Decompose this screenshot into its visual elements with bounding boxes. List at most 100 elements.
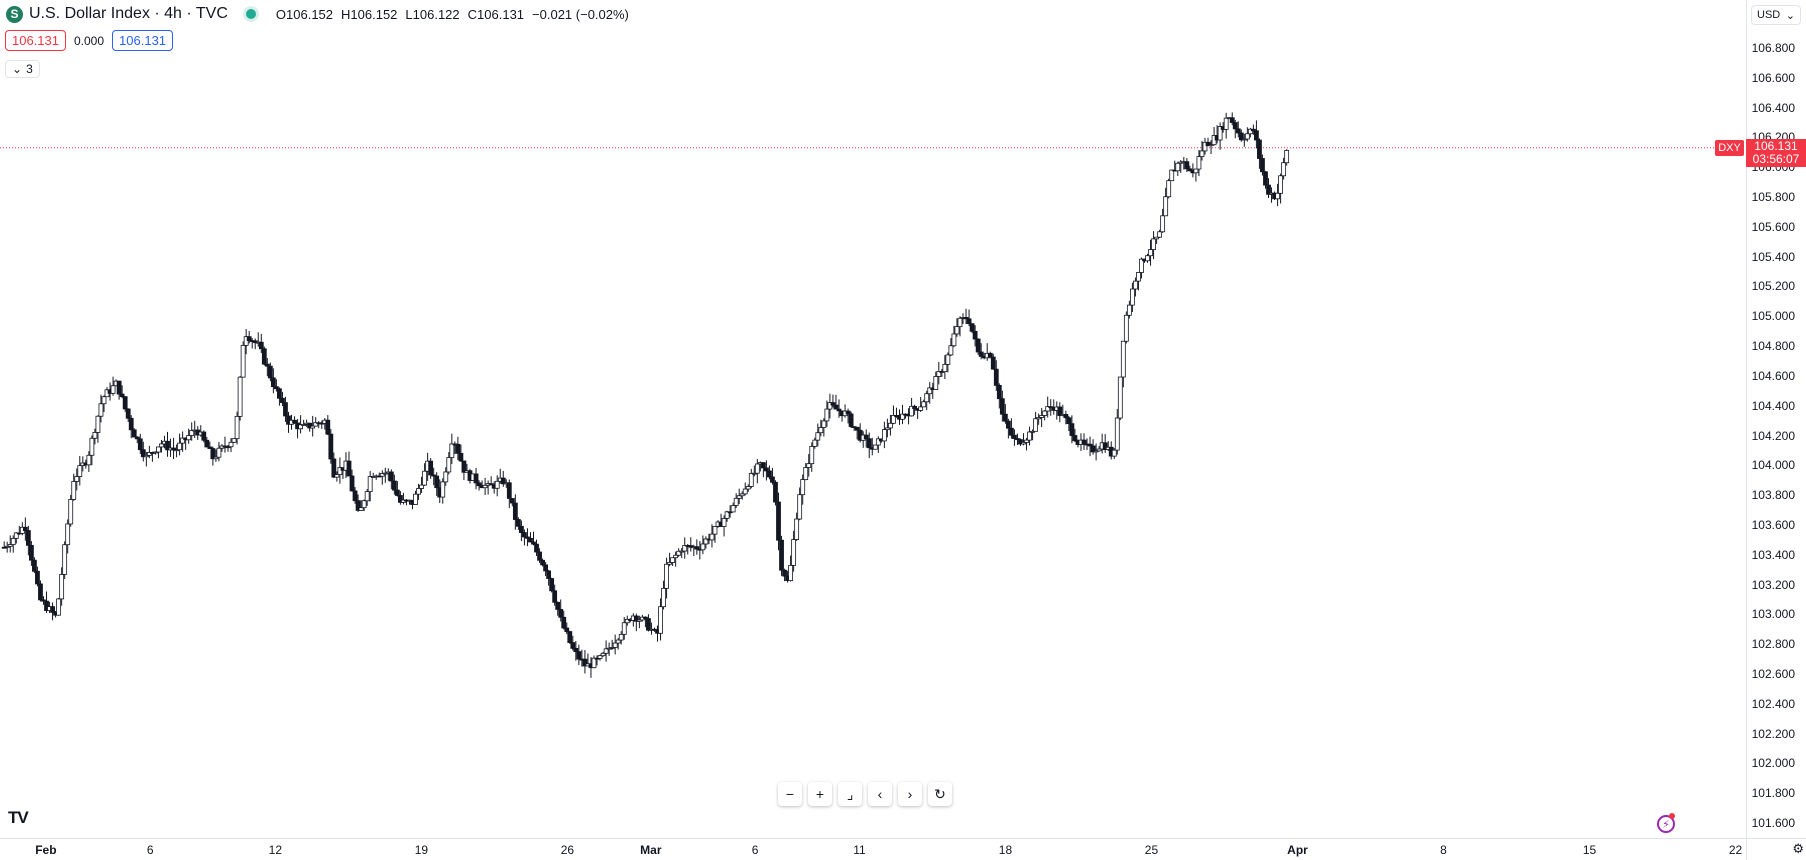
candle-up bbox=[68, 499, 74, 525]
candle-up bbox=[89, 437, 95, 456]
price-axis-label: 106.800 bbox=[1751, 41, 1795, 55]
candle-up bbox=[806, 463, 812, 468]
candle-up bbox=[156, 446, 161, 453]
candle-down bbox=[525, 536, 530, 539]
tradingview-logo-icon[interactable]: TV bbox=[8, 808, 29, 827]
close-label: C bbox=[467, 6, 478, 22]
candle-up bbox=[364, 491, 370, 502]
candle-down bbox=[140, 449, 146, 458]
candle-up bbox=[888, 422, 893, 429]
candle-up bbox=[664, 563, 669, 589]
candle-down bbox=[543, 564, 548, 572]
candle-up bbox=[703, 538, 709, 545]
candle-up bbox=[679, 550, 685, 553]
candle-up bbox=[382, 472, 388, 475]
candle-down bbox=[537, 551, 542, 561]
candle-down bbox=[522, 532, 527, 538]
candle-down bbox=[863, 434, 869, 440]
currency-selector[interactable]: USD ⌄ bbox=[1751, 5, 1801, 25]
candle-up bbox=[636, 619, 642, 622]
candle-up bbox=[748, 473, 754, 487]
candle-down bbox=[573, 647, 579, 653]
candle-up bbox=[700, 543, 706, 551]
candle-up bbox=[159, 443, 164, 448]
price-axis-label: 104.000 bbox=[1751, 458, 1795, 473]
candle-up bbox=[954, 326, 960, 335]
price-axis-label: 105.800 bbox=[1751, 190, 1795, 205]
candle-up bbox=[612, 642, 618, 648]
candle-down bbox=[975, 338, 981, 353]
spread-value: 0.000 bbox=[74, 33, 105, 48]
zoom-out-icon[interactable]: − bbox=[778, 782, 802, 806]
candle-up bbox=[1139, 258, 1144, 273]
candle-up bbox=[1033, 418, 1039, 432]
price-axis-label: 104.200 bbox=[1751, 428, 1795, 443]
lightning-icon[interactable]: ⚡ bbox=[1657, 815, 1675, 833]
candle-up bbox=[615, 639, 621, 644]
time-axis[interactable]: Feb 6 12 19 26 Mar 6 11 18 25 Apr 8 15 22 bbox=[0, 838, 1746, 860]
candle-down bbox=[963, 317, 969, 320]
candle-down bbox=[264, 363, 270, 367]
price-axis-label: 105.400 bbox=[1751, 249, 1795, 264]
candle-up bbox=[658, 606, 663, 634]
zoom-in-icon[interactable]: + bbox=[808, 782, 832, 806]
price-axis[interactable]: 106.800 106.600 106.400 106.200 106.000 105.8… bbox=[1746, 0, 1806, 838]
candle-up bbox=[803, 467, 809, 480]
candle-down bbox=[767, 470, 772, 478]
candle-down bbox=[1229, 117, 1235, 123]
candle-down bbox=[22, 526, 28, 531]
candle-up bbox=[298, 424, 303, 430]
price-axis-label: 101.600 bbox=[1751, 816, 1795, 830]
candle-up bbox=[1129, 288, 1135, 306]
candle-down bbox=[455, 443, 461, 454]
candle-up bbox=[742, 488, 748, 495]
candle-up bbox=[739, 493, 745, 497]
candle-up bbox=[797, 494, 803, 520]
price-axis-label: 106.600 bbox=[1751, 70, 1795, 85]
candle-up bbox=[942, 363, 948, 373]
symbol-title[interactable]: U.S. Dollar Index · 4h · TVC bbox=[29, 5, 228, 22]
candle-up bbox=[1096, 448, 1102, 452]
chevron-down-icon: ⌄ bbox=[12, 62, 23, 76]
candle-up bbox=[591, 657, 597, 669]
candle-down bbox=[428, 460, 434, 476]
candle-down bbox=[546, 570, 552, 579]
price-chart[interactable] bbox=[0, 0, 1746, 838]
candle-down bbox=[201, 431, 207, 441]
candle-down bbox=[969, 323, 975, 332]
candle-down bbox=[1072, 435, 1078, 442]
reset-scale-icon[interactable]: ⌟ bbox=[838, 782, 862, 806]
candle-down bbox=[50, 606, 55, 613]
candle-up bbox=[921, 401, 927, 408]
settings-icon[interactable]: ⚙ bbox=[1792, 841, 1804, 856]
symbol-logo-icon: S bbox=[6, 5, 23, 23]
buy-price-button[interactable]: 106.131 bbox=[112, 30, 174, 51]
time-axis-label: Apr bbox=[1287, 843, 1308, 857]
scroll-right-icon[interactable]: › bbox=[898, 782, 922, 806]
candle-down bbox=[966, 318, 972, 325]
time-axis-label: 8 bbox=[1440, 843, 1447, 857]
time-axis-label: Feb bbox=[35, 843, 57, 857]
sell-price-button[interactable]: 106.131 bbox=[5, 30, 66, 51]
candle-up bbox=[818, 427, 824, 434]
price-axis-label: 106.400 bbox=[1751, 100, 1795, 115]
candle-up bbox=[712, 526, 718, 535]
candle-down bbox=[273, 386, 279, 390]
candle-up bbox=[1278, 175, 1284, 194]
scroll-left-icon[interactable]: ‹ bbox=[868, 782, 892, 806]
candle-up bbox=[243, 336, 249, 346]
candle-up bbox=[621, 622, 627, 635]
candle-up bbox=[936, 371, 942, 377]
candle-up bbox=[1275, 192, 1280, 200]
indicators-toggle-button[interactable]: ⌄ 3 bbox=[5, 60, 40, 78]
reset-chart-icon[interactable]: ↻ bbox=[928, 782, 952, 806]
candle-down bbox=[116, 380, 122, 395]
notification-dot bbox=[1669, 813, 1675, 819]
candle-down bbox=[137, 438, 143, 451]
market-status-icon[interactable] bbox=[245, 9, 256, 19]
candle-down bbox=[773, 481, 778, 503]
time-axis-label: 26 bbox=[560, 843, 575, 857]
candle-up bbox=[1021, 442, 1026, 445]
candle-down bbox=[119, 393, 125, 398]
candle-up bbox=[948, 345, 954, 356]
